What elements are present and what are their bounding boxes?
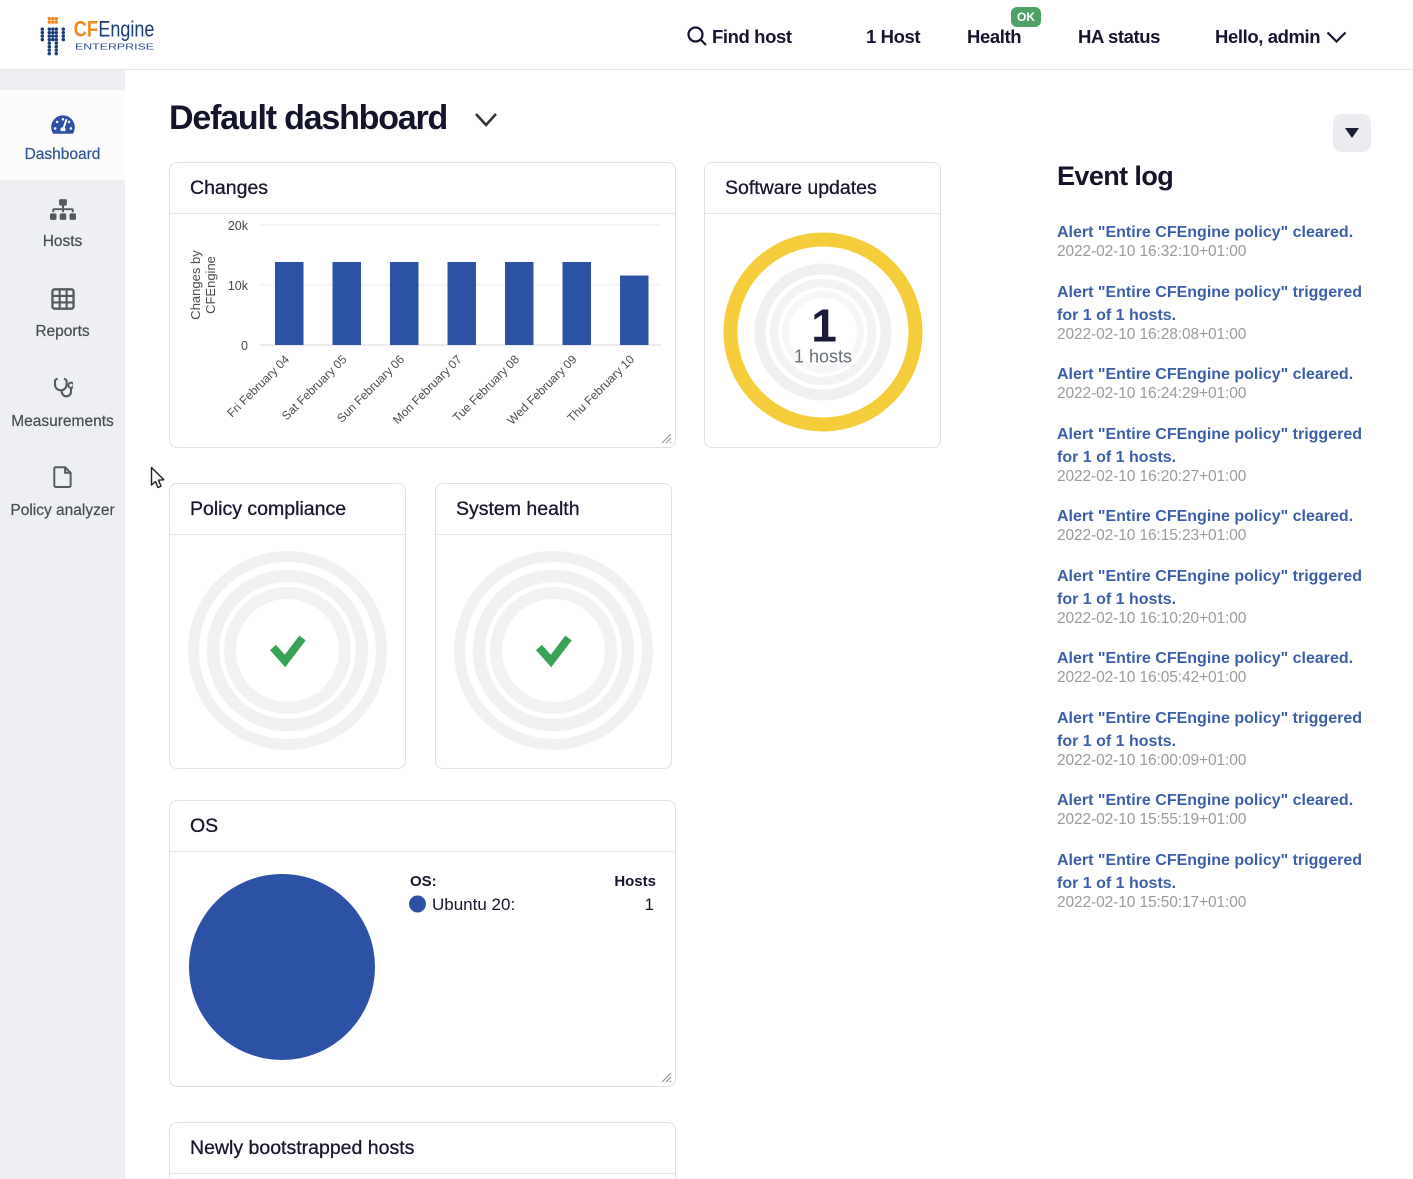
svg-text:CFEngine: CFEngine: [203, 256, 218, 314]
svg-text:1: 1: [811, 300, 837, 352]
svg-text:OS:: OS:: [410, 873, 437, 890]
svg-text:Ubuntu 20:: Ubuntu 20:: [432, 895, 515, 914]
svg-text:Hosts: Hosts: [614, 873, 656, 890]
svg-text:20k: 20k: [228, 219, 249, 233]
svg-text:1: 1: [645, 895, 654, 914]
svg-text:0: 0: [241, 339, 248, 353]
svg-text:10k: 10k: [228, 279, 249, 293]
svg-text:Engine: Engine: [98, 17, 154, 42]
svg-text:Changes by: Changes by: [188, 250, 203, 320]
svg-text:ENTERPRISE: ENTERPRISE: [75, 42, 154, 52]
svg-text:CF: CF: [74, 17, 99, 42]
svg-text:1 hosts: 1 hosts: [794, 347, 852, 367]
